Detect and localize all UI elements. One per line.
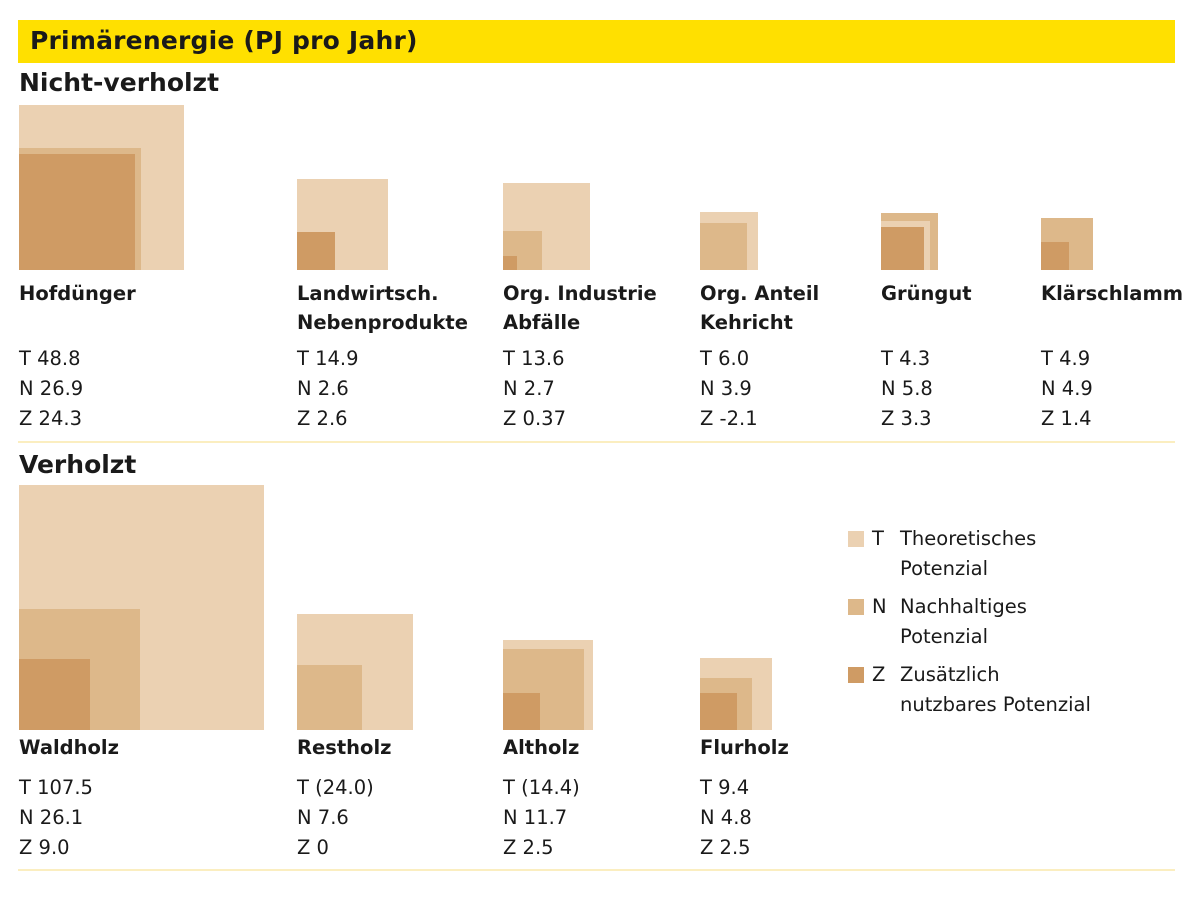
legend-label: Nachhaltiges Potenzial bbox=[900, 595, 1027, 648]
value-label-z: Z 0 bbox=[297, 836, 329, 859]
value-label-z: Z 9.0 bbox=[19, 836, 70, 859]
category-label: Hofdünger bbox=[19, 279, 136, 308]
value-labels: T 4.3 N 5.8 Z 3.3 bbox=[881, 344, 933, 434]
category-label-line: Grüngut bbox=[881, 282, 972, 305]
legend-code: N bbox=[872, 595, 887, 618]
value-label-z: Z 2.5 bbox=[700, 836, 751, 859]
legend-label: Zusätzlich nutzbares Potenzial bbox=[900, 663, 1091, 716]
legend-code: Z bbox=[872, 663, 886, 686]
category-label-line: Landwirtsch. bbox=[297, 282, 439, 305]
value-label-n: N 26.9 bbox=[19, 377, 84, 400]
value-label-n: N 5.8 bbox=[881, 377, 933, 400]
value-label-t: T 13.6 bbox=[503, 347, 565, 370]
category-label-line: Altholz bbox=[503, 736, 580, 759]
value-label-t: T 4.3 bbox=[881, 347, 931, 370]
category-label: Grüngut bbox=[881, 279, 972, 308]
category-label-line: Klärschlamm bbox=[1041, 282, 1184, 305]
section-divider bbox=[18, 869, 1175, 871]
value-label-t: T 48.8 bbox=[19, 347, 81, 370]
value-labels: T 48.8 N 26.9 Z 24.3 bbox=[19, 344, 83, 434]
section-title-nicht-verholzt: Nicht-verholzt bbox=[19, 68, 220, 97]
value-label-t: T 9.4 bbox=[700, 776, 750, 799]
square-n-org-anteil-kehricht bbox=[700, 223, 747, 270]
value-labels: T (14.4) N 11.7 Z 2.5 bbox=[503, 773, 580, 863]
value-labels: T 9.4 N 4.8 Z 2.5 bbox=[700, 773, 752, 863]
title-bar: Primärenergie (PJ pro Jahr) bbox=[18, 20, 1175, 63]
value-label-n: N 7.6 bbox=[297, 806, 349, 829]
legend-swatch-z bbox=[848, 667, 864, 683]
value-labels: T 4.9 N 4.9 Z 1.4 bbox=[1041, 344, 1093, 434]
square-z-hofdünger bbox=[19, 154, 135, 270]
category-label-line: Nebenprodukte bbox=[297, 311, 468, 334]
square-z-klärschlamm bbox=[1041, 242, 1069, 270]
square-z-flurholz bbox=[700, 693, 737, 730]
value-label-n: N 2.6 bbox=[297, 377, 349, 400]
section-divider bbox=[18, 441, 1175, 443]
value-label-t: T 4.9 bbox=[1041, 347, 1091, 370]
value-label-z: Z 0.37 bbox=[503, 407, 566, 430]
value-labels: T 6.0 N 3.9 Z -2.1 bbox=[700, 344, 758, 434]
square-z-altholz bbox=[503, 693, 540, 730]
square-z-grüngut bbox=[881, 227, 924, 270]
value-label-z: Z -2.1 bbox=[700, 407, 758, 430]
legend-swatch-t bbox=[848, 531, 864, 547]
legend-swatch-n bbox=[848, 599, 864, 615]
value-labels: T 107.5 N 26.1 Z 9.0 bbox=[19, 773, 93, 863]
value-label-n: N 26.1 bbox=[19, 806, 84, 829]
square-z-waldholz bbox=[19, 659, 90, 730]
category-label-line: Org. Anteil bbox=[700, 282, 820, 305]
category-label-line: Flurholz bbox=[700, 736, 789, 759]
value-labels: T (24.0) N 7.6 Z 0 bbox=[297, 773, 374, 863]
category-label: Org. Anteil Kehricht bbox=[700, 279, 819, 337]
legend-code: T bbox=[872, 527, 884, 550]
value-label-z: Z 24.3 bbox=[19, 407, 82, 430]
value-label-z: Z 1.4 bbox=[1041, 407, 1092, 430]
square-z-landwirtsch-nebenprodukte bbox=[297, 232, 335, 270]
category-label-line: Restholz bbox=[297, 736, 392, 759]
value-label-n: N 4.9 bbox=[1041, 377, 1093, 400]
value-label-n: N 2.7 bbox=[503, 377, 555, 400]
category-label-line: Hofdünger bbox=[19, 282, 136, 305]
section-title-verholzt: Verholzt bbox=[19, 450, 137, 479]
value-label-z: Z 2.5 bbox=[503, 836, 554, 859]
value-label-z: Z 2.6 bbox=[297, 407, 348, 430]
category-label: Altholz bbox=[503, 733, 579, 762]
category-label: Waldholz bbox=[19, 733, 119, 762]
square-z-org-industrie-abfälle bbox=[503, 256, 517, 270]
value-label-t: T (14.4) bbox=[503, 776, 580, 799]
category-label: Klärschlamm bbox=[1041, 279, 1183, 308]
value-label-t: T 6.0 bbox=[700, 347, 750, 370]
value-labels: T 13.6 N 2.7 Z 0.37 bbox=[503, 344, 566, 434]
value-label-n: N 3.9 bbox=[700, 377, 752, 400]
category-label: Flurholz bbox=[700, 733, 789, 762]
value-label-t: T 14.9 bbox=[297, 347, 359, 370]
legend-label: Theoretisches Potenzial bbox=[900, 527, 1037, 580]
value-label-z: Z 3.3 bbox=[881, 407, 932, 430]
category-label-line: Kehricht bbox=[700, 311, 793, 334]
value-label-t: T (24.0) bbox=[297, 776, 374, 799]
square-n-restholz bbox=[297, 665, 362, 730]
value-label-n: N 4.8 bbox=[700, 806, 752, 829]
value-labels: T 14.9 N 2.6 Z 2.6 bbox=[297, 344, 359, 434]
chart-title: Primärenergie (PJ pro Jahr) bbox=[30, 26, 418, 55]
category-label: Org. Industrie Abfälle bbox=[503, 279, 657, 337]
category-label-line: Waldholz bbox=[19, 736, 119, 759]
category-label-line: Org. Industrie bbox=[503, 282, 657, 305]
value-label-n: N 11.7 bbox=[503, 806, 568, 829]
category-label: Restholz bbox=[297, 733, 391, 762]
category-label-line: Abfälle bbox=[503, 311, 581, 334]
value-label-t: T 107.5 bbox=[19, 776, 93, 799]
category-label: Landwirtsch. Nebenprodukte bbox=[297, 279, 468, 337]
